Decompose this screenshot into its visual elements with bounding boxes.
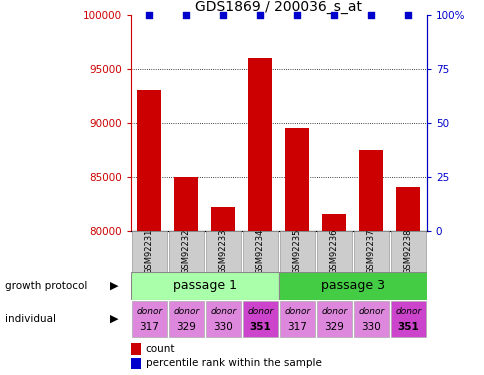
Bar: [353, 301, 388, 337]
Text: 330: 330: [213, 322, 233, 332]
Text: 330: 330: [361, 322, 380, 332]
Text: ▶: ▶: [109, 314, 118, 324]
Bar: [205, 301, 241, 337]
Point: [367, 12, 375, 18]
Bar: [278, 272, 426, 300]
Text: individual: individual: [5, 314, 56, 324]
Bar: [395, 188, 420, 231]
Bar: [211, 207, 235, 231]
Text: GSM92238: GSM92238: [403, 228, 412, 274]
Bar: [390, 301, 425, 337]
Text: donor: donor: [320, 308, 347, 316]
Bar: [205, 231, 241, 272]
Bar: [132, 301, 167, 337]
Text: 317: 317: [287, 322, 307, 332]
Bar: [279, 231, 315, 272]
Text: GSM92236: GSM92236: [329, 228, 338, 274]
Text: passage 1: passage 1: [173, 279, 236, 292]
Text: GSM92233: GSM92233: [218, 228, 227, 274]
Text: 351: 351: [396, 322, 418, 332]
Text: ▶: ▶: [109, 281, 118, 291]
Text: count: count: [145, 344, 175, 354]
Text: percentile rank within the sample: percentile rank within the sample: [145, 358, 321, 369]
Bar: [316, 231, 351, 272]
Bar: [359, 150, 382, 231]
Point: [293, 12, 301, 18]
Text: 317: 317: [139, 322, 159, 332]
Bar: [132, 231, 167, 272]
Bar: [137, 90, 161, 231]
Text: donor: donor: [394, 308, 421, 316]
Point: [219, 12, 227, 18]
Bar: [390, 231, 425, 272]
Point: [404, 12, 411, 18]
Bar: [279, 301, 315, 337]
Bar: [131, 344, 141, 355]
Text: 329: 329: [176, 322, 196, 332]
Bar: [322, 214, 346, 231]
Text: donor: donor: [173, 308, 199, 316]
Bar: [174, 177, 198, 231]
Point: [145, 12, 153, 18]
Text: 351: 351: [249, 322, 271, 332]
Text: passage 3: passage 3: [320, 279, 384, 292]
Point: [330, 12, 337, 18]
Text: GSM92231: GSM92231: [145, 228, 153, 274]
Bar: [131, 358, 141, 369]
Bar: [242, 231, 277, 272]
Bar: [248, 58, 272, 231]
Text: GSM92237: GSM92237: [366, 228, 375, 274]
Bar: [131, 272, 278, 300]
Text: 329: 329: [324, 322, 344, 332]
Text: GSM92234: GSM92234: [256, 228, 264, 274]
Text: GSM92235: GSM92235: [292, 228, 301, 274]
Text: GSM92232: GSM92232: [182, 228, 191, 274]
Text: donor: donor: [210, 308, 236, 316]
Bar: [242, 301, 277, 337]
Bar: [353, 231, 388, 272]
Bar: [168, 301, 204, 337]
Text: donor: donor: [358, 308, 384, 316]
Point: [182, 12, 190, 18]
Point: [256, 12, 264, 18]
Text: donor: donor: [136, 308, 162, 316]
Text: donor: donor: [247, 308, 273, 316]
Bar: [316, 301, 351, 337]
Text: growth protocol: growth protocol: [5, 281, 87, 291]
Text: donor: donor: [284, 308, 310, 316]
Bar: [285, 128, 309, 231]
Title: GDS1869 / 200036_s_at: GDS1869 / 200036_s_at: [195, 0, 362, 14]
Bar: [168, 231, 204, 272]
